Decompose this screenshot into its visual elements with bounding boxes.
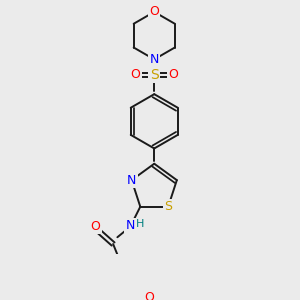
Text: N: N [150, 53, 159, 66]
Text: O: O [130, 68, 140, 81]
Text: O: O [168, 68, 178, 81]
Text: H: H [136, 219, 145, 229]
Text: S: S [150, 68, 159, 82]
Text: O: O [90, 220, 100, 233]
Text: O: O [149, 5, 159, 18]
Text: N: N [127, 174, 136, 187]
Text: O: O [145, 291, 154, 300]
Text: N: N [125, 219, 135, 232]
Text: S: S [164, 200, 172, 213]
